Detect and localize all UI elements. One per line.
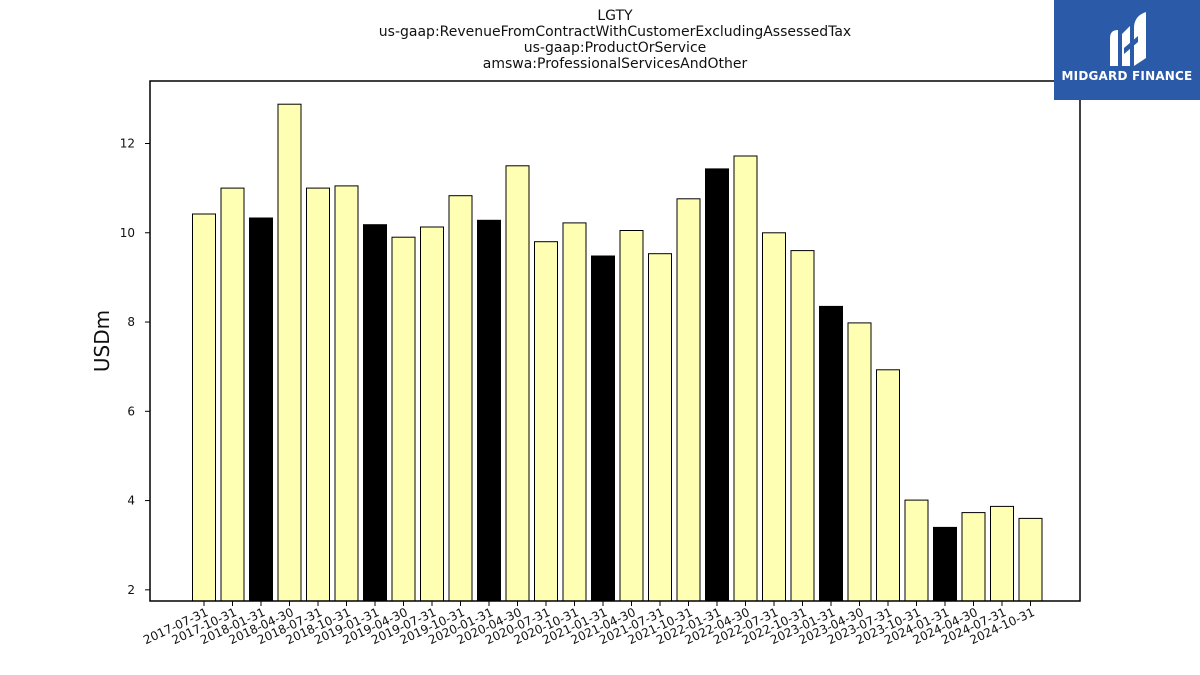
chart-title: LGTY us-gaap:RevenueFromContractWithCust…: [379, 8, 851, 72]
title-line-1: LGTY: [597, 8, 633, 24]
bar-2019-10-31: [448, 195, 473, 602]
y-axis-label: USDm: [90, 310, 114, 372]
bar-2022-07-31: [762, 232, 786, 602]
bar-2024-04-30: [961, 512, 986, 602]
y-axis-ticks: 2 4 6 8 10 12: [120, 136, 150, 597]
bars-group: [192, 103, 1043, 602]
bar-2018-07-31: [306, 187, 330, 602]
title-line-2: us-gaap:RevenueFromContractWithCustomerE…: [379, 24, 851, 40]
y-tick-label: 4: [127, 494, 135, 508]
bar-2020-10-31: [562, 222, 587, 602]
y-tick-label: 12: [120, 136, 135, 150]
bar-2023-10-31: [904, 499, 929, 602]
bar-2023-01-31: [819, 305, 843, 602]
bar-2019-04-30: [391, 236, 416, 602]
bar-2019-07-31: [420, 226, 444, 602]
x-axis-ticks: 2017-07-312017-10-312018-01-312018-04-30…: [141, 601, 1037, 647]
y-tick-label: 8: [127, 315, 135, 329]
y-tick-label: 6: [127, 404, 135, 418]
bar-2023-07-31: [876, 369, 900, 602]
bar-2022-10-31: [790, 250, 815, 602]
bar-2022-04-30: [733, 155, 758, 602]
bar-2018-10-31: [334, 185, 359, 602]
bar-2018-04-30: [277, 103, 302, 602]
brand-logo: MIDGARD FINANCE: [1054, 0, 1200, 100]
brand-mark-icon: [1110, 12, 1146, 66]
bar-2024-01-31: [933, 526, 957, 602]
bar-2024-07-31: [990, 505, 1014, 602]
brand-name: MIDGARD FINANCE: [1061, 69, 1193, 83]
bar-2021-10-31: [676, 198, 701, 602]
bar-2023-04-30: [847, 322, 872, 602]
bar-2021-07-31: [648, 253, 672, 602]
bar-2018-01-31: [249, 217, 273, 602]
y-tick-label: 10: [120, 226, 135, 240]
y-tick-label: 2: [127, 583, 135, 597]
bar-2017-10-31: [220, 187, 245, 602]
bar-2017-07-31: [192, 213, 216, 602]
bar-2022-01-31: [705, 168, 729, 602]
bar-2021-01-31: [591, 255, 615, 602]
bar-2019-01-31: [363, 224, 387, 602]
bar-2024-10-31: [1018, 517, 1043, 602]
bar-2021-04-30: [619, 230, 644, 602]
bar-2020-01-31: [477, 219, 501, 602]
bar-2020-07-31: [534, 241, 558, 602]
title-line-4: amswa:ProfessionalServicesAndOther: [483, 56, 748, 72]
plot-frame: [149, 80, 1081, 602]
title-line-3: us-gaap:ProductOrService: [524, 40, 707, 56]
bar-2020-04-30: [505, 165, 530, 602]
